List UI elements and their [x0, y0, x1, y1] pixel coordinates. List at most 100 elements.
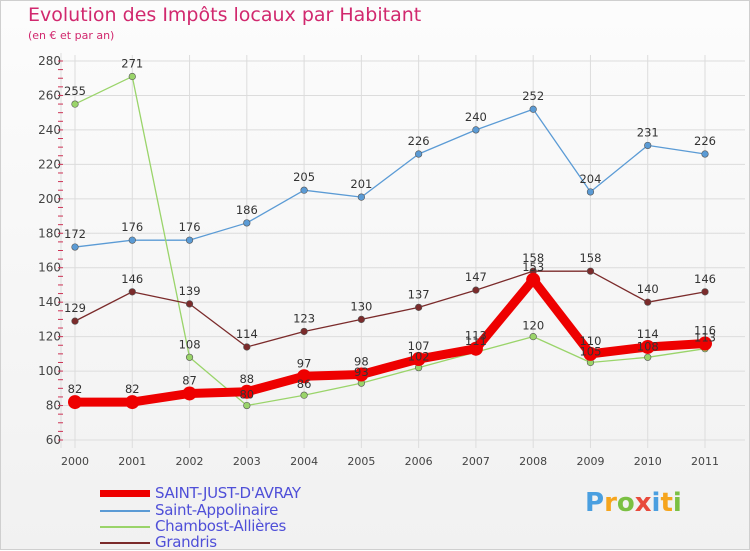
- y-tick-label: 80: [46, 399, 61, 413]
- data-point: [644, 353, 652, 361]
- data-point: [415, 303, 423, 311]
- data-label: 114: [236, 327, 258, 341]
- y-tick-label: 200: [38, 192, 61, 206]
- data-label: 176: [121, 220, 143, 234]
- chart-title: Evolution des Impôts locaux par Habitant: [28, 4, 422, 26]
- x-tick-label: 2007: [462, 455, 490, 468]
- data-point: [698, 336, 712, 351]
- legend-swatch: [100, 526, 150, 528]
- data-point: [300, 391, 308, 399]
- data-label: 153: [522, 260, 544, 274]
- data-point: [300, 186, 308, 194]
- chart-subtitle: (en € et par an): [28, 29, 115, 42]
- data-point: [71, 243, 79, 251]
- data-label: 86: [297, 377, 312, 391]
- x-tick-label: 2008: [519, 455, 547, 468]
- logo-letter: i: [672, 488, 682, 518]
- x-tick-label: 2003: [233, 455, 261, 468]
- data-label: 107: [408, 339, 430, 353]
- data-point: [357, 193, 365, 201]
- data-point: [128, 236, 136, 244]
- data-label: 111: [465, 334, 487, 348]
- data-label: 97: [297, 356, 312, 370]
- data-point: [586, 188, 595, 196]
- data-point: [526, 272, 541, 287]
- series-line: [75, 275, 706, 407]
- data-point: [701, 288, 709, 296]
- data-point: [529, 105, 537, 113]
- data-label: 108: [637, 339, 659, 353]
- data-point: [644, 141, 652, 150]
- x-tick-label: 2000: [61, 455, 89, 468]
- legend-label: Grandris: [155, 533, 217, 551]
- data-label: 130: [350, 299, 372, 313]
- proxiti-logo: Proxiti: [585, 488, 682, 518]
- data-label: 226: [694, 134, 716, 148]
- legend-swatch: [100, 490, 150, 497]
- series-line: [74, 270, 706, 348]
- data-label: 129: [64, 301, 86, 315]
- data-label: 80: [239, 388, 254, 402]
- data-label: 172: [64, 227, 86, 241]
- y-tick-label: 180: [38, 226, 61, 240]
- data-point: [411, 352, 426, 367]
- data-label: 113: [694, 331, 716, 345]
- x-tick-label: 2004: [290, 455, 318, 468]
- data-point: [583, 346, 598, 361]
- data-label: 201: [350, 177, 372, 191]
- data-label: 146: [121, 272, 143, 286]
- data-point: [68, 395, 82, 410]
- data-label: 102: [408, 350, 430, 364]
- data-label: 271: [121, 57, 143, 71]
- x-tick-label: 2005: [347, 455, 375, 468]
- data-label: 123: [293, 311, 315, 325]
- data-label: 158: [522, 251, 544, 265]
- y-tick-label: 120: [38, 330, 61, 344]
- data-point: [185, 353, 194, 361]
- data-point: [125, 395, 140, 410]
- logo-letter: P: [585, 488, 605, 518]
- data-label: 205: [293, 170, 315, 184]
- x-tick-label: 2011: [691, 455, 719, 468]
- data-label: 120: [522, 319, 544, 333]
- data-label: 140: [637, 282, 659, 296]
- x-tick-label: 2001: [118, 455, 146, 468]
- data-label: 110: [579, 334, 601, 348]
- data-point: [71, 100, 79, 108]
- data-label: 176: [179, 220, 201, 234]
- data-point: [185, 300, 194, 308]
- data-label: 231: [637, 125, 659, 139]
- data-label: 252: [522, 89, 544, 103]
- data-label: 240: [465, 110, 487, 124]
- data-label: 204: [579, 172, 601, 186]
- data-point: [243, 219, 251, 227]
- y-tick-label: 160: [38, 261, 61, 275]
- y-tick-label: 220: [38, 157, 61, 171]
- legend-swatch: [100, 510, 150, 512]
- data-label: 137: [408, 287, 430, 301]
- data-label: 108: [179, 337, 201, 351]
- data-label: 87: [182, 373, 197, 387]
- data-point: [243, 343, 251, 351]
- data-label: 147: [465, 270, 487, 284]
- y-tick-label: 60: [46, 433, 61, 447]
- data-point: [182, 386, 197, 401]
- y-tick-label: 240: [38, 123, 61, 137]
- x-tick-label: 2010: [634, 455, 662, 468]
- legend-swatch: [100, 542, 150, 544]
- data-label: 105: [579, 344, 601, 358]
- data-point: [300, 327, 308, 336]
- logo-letter: r: [604, 488, 617, 518]
- data-point: [71, 317, 79, 325]
- data-label: 93: [354, 365, 369, 379]
- legend-label: Chambost-Allières: [155, 517, 287, 535]
- data-label: 113: [465, 329, 487, 343]
- y-tick-label: 100: [38, 364, 61, 378]
- x-tick-label: 2009: [576, 455, 604, 468]
- y-tick-label: 280: [38, 54, 61, 68]
- data-point: [239, 384, 254, 399]
- data-label: 146: [694, 272, 716, 286]
- data-point: [701, 150, 709, 158]
